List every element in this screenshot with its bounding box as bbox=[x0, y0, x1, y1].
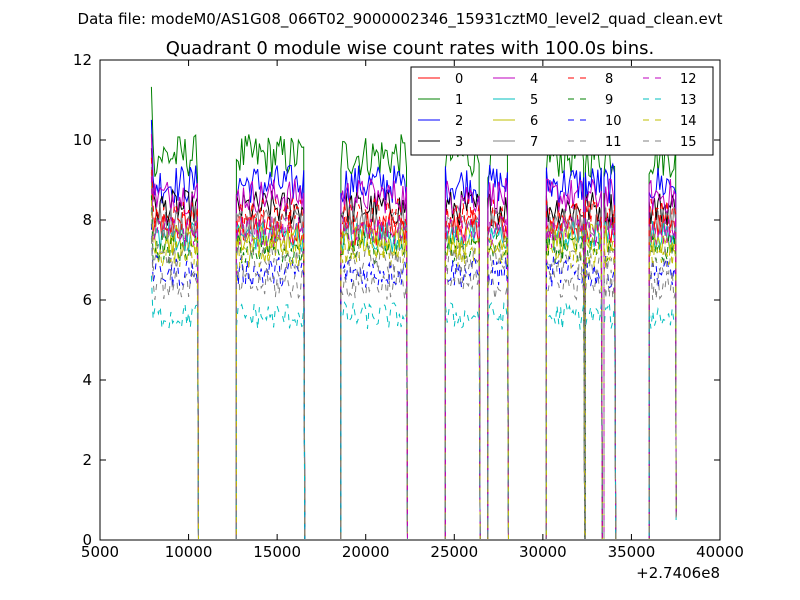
y-tick-label: 10 bbox=[73, 131, 92, 149]
x-tick-label: 20000 bbox=[342, 543, 390, 561]
x-tick-label: 35000 bbox=[608, 543, 656, 561]
chart-title: Quadrant 0 module wise count rates with … bbox=[166, 38, 655, 59]
legend-label-0: 0 bbox=[455, 72, 463, 87]
legend-frame bbox=[410, 66, 714, 156]
x-tick-label: 5000 bbox=[81, 543, 119, 561]
legend-label-6: 6 bbox=[530, 114, 538, 129]
legend-label-10: 10 bbox=[605, 114, 622, 129]
series-line-8 bbox=[150, 157, 677, 539]
legend-label-9: 9 bbox=[605, 93, 613, 108]
y-tick-label: 8 bbox=[82, 211, 92, 229]
legend-label-8: 8 bbox=[605, 72, 613, 87]
x-tick-label: 30000 bbox=[519, 543, 567, 561]
x-tick-label: 10000 bbox=[165, 543, 213, 561]
series-line-12 bbox=[150, 176, 677, 539]
series-line-6 bbox=[150, 185, 677, 539]
y-tick-label: 2 bbox=[82, 451, 92, 469]
x-tick-label: 25000 bbox=[430, 543, 478, 561]
legend-label-11: 11 bbox=[605, 135, 622, 150]
series-line-5 bbox=[150, 181, 677, 539]
y-tick-label: 6 bbox=[82, 291, 92, 309]
legend-label-12: 12 bbox=[680, 72, 697, 87]
series-line-3 bbox=[150, 148, 677, 539]
legend-label-4: 4 bbox=[530, 72, 538, 87]
series-layer bbox=[150, 86, 677, 539]
series-line-2 bbox=[150, 119, 677, 539]
x-tick-label: 15000 bbox=[253, 543, 301, 561]
legend-label-15: 15 bbox=[680, 135, 697, 150]
y-tick-label: 4 bbox=[82, 371, 92, 389]
x-axis: 5000 10000 15000 20000 25000 30000 35000 40000 bbox=[81, 60, 744, 561]
series-line-10 bbox=[150, 223, 677, 539]
legend-label-3: 3 bbox=[455, 135, 463, 150]
legend-label-7: 7 bbox=[530, 135, 538, 150]
series-line-9 bbox=[150, 195, 677, 539]
series-line-4 bbox=[150, 134, 677, 539]
series-line-7 bbox=[150, 167, 677, 539]
series-line-13 bbox=[150, 275, 677, 539]
x-offset-label: +2.7406e8 bbox=[636, 564, 720, 582]
legend-label-5: 5 bbox=[530, 93, 538, 108]
legend-label-1: 1 bbox=[455, 93, 463, 108]
legend-label-2: 2 bbox=[455, 114, 463, 129]
series-line-14 bbox=[150, 200, 677, 539]
y-tick-label: 0 bbox=[82, 531, 92, 549]
y-tick-label: 12 bbox=[73, 51, 92, 69]
series-line-1 bbox=[150, 86, 677, 539]
series-line-11 bbox=[150, 209, 677, 539]
figure-suptitle: Data file: modeM0/AS1G08_066T02_90000023… bbox=[78, 10, 723, 29]
legend-label-14: 14 bbox=[680, 114, 697, 129]
x-tick-label: 40000 bbox=[696, 543, 744, 561]
legend-label-13: 13 bbox=[680, 93, 697, 108]
series-line-15 bbox=[150, 237, 677, 539]
